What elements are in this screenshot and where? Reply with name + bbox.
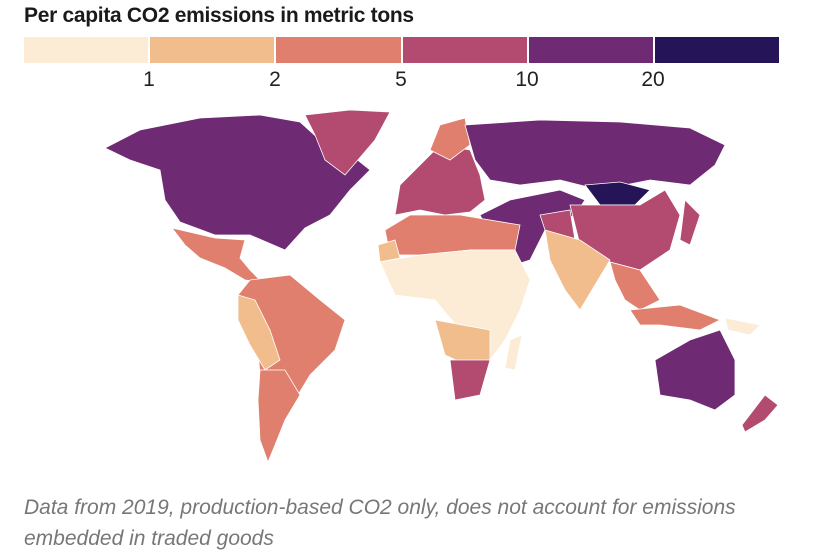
legend-bin-1 — [150, 37, 275, 63]
region-andes — [237, 294, 281, 371]
legend-bin-4 — [528, 37, 653, 63]
legend-tick-2: 2 — [269, 68, 281, 91]
region-japan — [679, 199, 701, 246]
legend-bin-0 — [24, 37, 149, 63]
legend-tick-10: 10 — [515, 68, 539, 91]
region-europe — [394, 144, 486, 216]
region-indonesia — [629, 304, 721, 331]
region-se-asia — [609, 261, 661, 311]
legend-bin-3 — [402, 37, 527, 63]
region-russia — [464, 119, 726, 191]
region-south-africa — [449, 359, 491, 401]
world-map — [104, 109, 779, 464]
region-west-sahara — [377, 239, 401, 263]
legend-bin-5 — [654, 37, 780, 63]
region-africa — [379, 249, 531, 361]
region-new-zealand — [741, 394, 779, 433]
region-chile-argentina — [257, 369, 301, 464]
legend-tick-1: 1 — [143, 68, 155, 91]
region-australia — [654, 329, 736, 411]
region-greenland — [304, 109, 391, 176]
footnote: Data from 2019, production-based CO2 onl… — [24, 496, 736, 550]
region-madagascar — [504, 334, 523, 371]
legend-tick-20: 20 — [641, 68, 665, 91]
region-north-america — [104, 114, 371, 251]
legend-tick-5: 5 — [395, 68, 407, 91]
legend-bin-2 — [276, 37, 401, 63]
chart-title: Per capita CO2 emissions in metric tons — [24, 4, 414, 27]
color-legend — [24, 37, 780, 63]
region-png — [724, 317, 761, 336]
region-mongolia — [584, 181, 651, 206]
region-india — [544, 229, 611, 311]
region-mexico-central — [171, 227, 264, 283]
